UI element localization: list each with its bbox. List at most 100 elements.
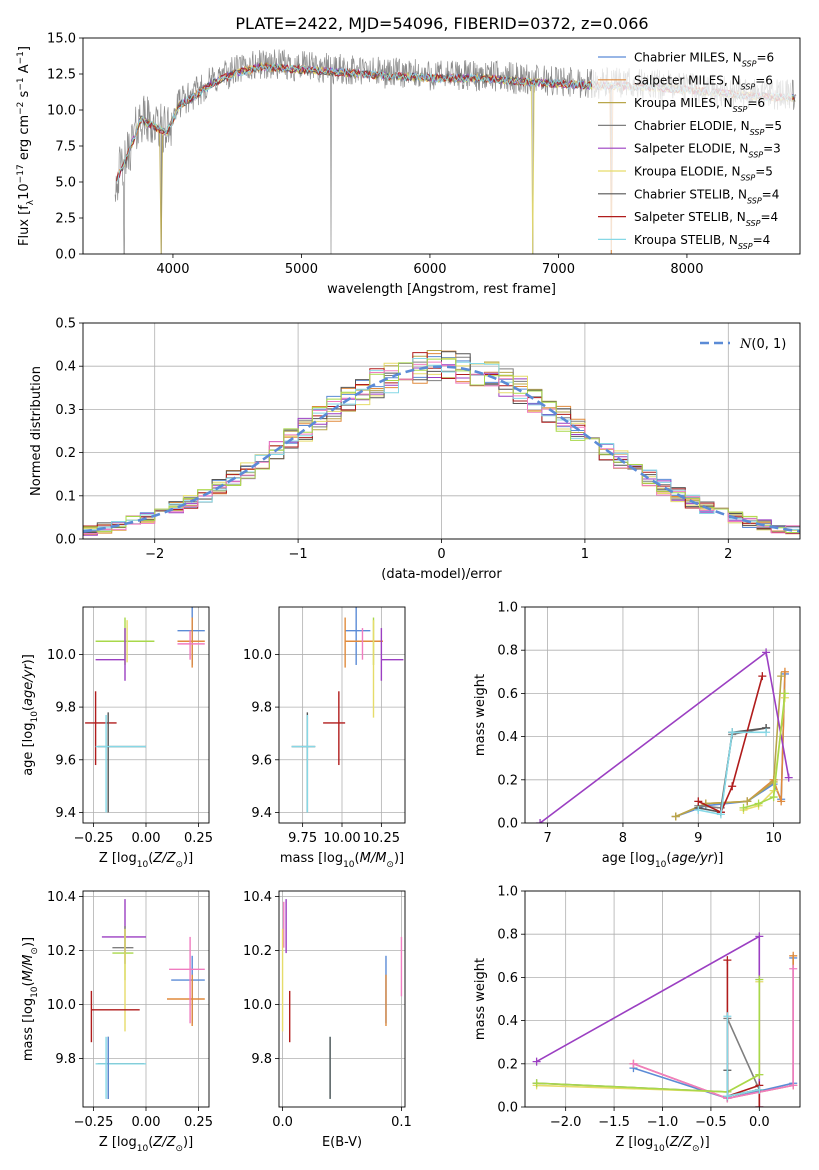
x-tick-label: 0.00: [132, 831, 161, 846]
y-tick-label: 10.2: [243, 944, 272, 959]
normal-distribution-curve: [83, 365, 800, 533]
errorbar-point: [95, 715, 146, 813]
y-tick-label: 10.4: [243, 890, 272, 905]
weight-marker: [758, 672, 767, 681]
y-tick-label: 9.8: [55, 1052, 76, 1067]
y-tick-label: 9.4: [251, 806, 272, 821]
x-tick-label: −2.0: [550, 1115, 582, 1130]
y-tick-label: 0.6: [497, 971, 518, 986]
y-tick-label: 0.0: [497, 1101, 518, 1116]
weight-series-line: [633, 968, 795, 1100]
x-tick-label: 9.75: [288, 831, 317, 846]
y-tick-label: 2.5: [55, 212, 76, 227]
weight-marker: [780, 667, 789, 676]
y-tick-label: 15.0: [47, 32, 76, 47]
y-tick-label: 10.4: [47, 890, 76, 905]
y-tick-label: 10.2: [47, 944, 76, 959]
plot-area: [90, 899, 205, 1099]
y-tick-label: 0.2: [497, 1057, 518, 1072]
y-tick-label: 0.2: [497, 773, 518, 788]
weight-marker: [762, 728, 771, 737]
x-tick-label: 2: [724, 547, 732, 562]
x-tick-label: 0.1: [391, 1115, 412, 1130]
y-tick-label: 10.0: [47, 648, 76, 663]
y-tick-label: 10.0: [47, 104, 76, 119]
weight-marker: [739, 803, 748, 812]
y-tick-label: 0.0: [497, 817, 518, 832]
x-axis-label: Z [log10(Z/Z⊙)]: [615, 1135, 709, 1154]
y-tick-label: 10.0: [243, 998, 272, 1013]
x-tick-label: 10.00: [323, 831, 360, 846]
weight-marker: [532, 1057, 541, 1066]
x-tick-label: 7: [543, 831, 551, 846]
x-tick-label: 9: [694, 831, 702, 846]
legend-entry-label: Kroupa MILES, NSSP=6: [634, 96, 765, 114]
y-axis-label: mass weight: [473, 958, 488, 1040]
weight-marker: [777, 672, 786, 681]
residual-histogram-chabrier-elodie: [83, 356, 800, 537]
errorbar-point: [323, 691, 346, 766]
x-tick-label: 4000: [156, 262, 189, 277]
weight-marker: [728, 728, 737, 737]
x-tick-label: 0.25: [184, 1115, 213, 1130]
weight-marker: [532, 1079, 541, 1088]
errorbar-point: [95, 628, 126, 681]
weight-marker: [789, 951, 798, 960]
weight-marker: [755, 1085, 764, 1094]
x-tick-label: −0.25: [74, 1115, 114, 1130]
x-tick-label: −1.0: [647, 1115, 679, 1130]
y-tick-label: 0.3: [55, 403, 76, 418]
mass-vs-z-panel: −0.25 0.00 0.25 9.8 10.0 10.2 10.4 Z [log10(Z/Z…: [21, 890, 213, 1154]
y-axis-label: mass [log10(M/M⊙)]: [21, 937, 40, 1061]
residuals-legend: N(0, 1): [700, 337, 786, 352]
y-tick-label: 1.0: [497, 885, 518, 900]
weight-marker: [780, 689, 789, 698]
y-tick-label: 9.4: [55, 806, 76, 821]
x-tick-label: 8000: [670, 262, 703, 277]
x-tick-label: 7000: [542, 262, 575, 277]
mass-vs-ebv-panel: 0.0 0.1 9.8 10.0 10.2 10.4 E(B-V): [243, 890, 412, 1150]
errorbar-point: [380, 628, 404, 681]
errorbar-point: [177, 630, 205, 660]
weight-marker: [723, 1092, 732, 1101]
residuals-panel: N(0, 1) −2 −1 0 1 2 0.0 0.1 0.2 0.3 0.4 0.5 (data-mo…: [29, 317, 801, 582]
weight-marker: [728, 782, 737, 791]
errorbar-point: [344, 617, 383, 668]
weight-marker: [536, 819, 545, 823]
y-tick-label: 0.8: [497, 644, 518, 659]
weight-series-line: [698, 731, 767, 816]
y-tick-label: 0.4: [497, 1014, 518, 1029]
plot-area: [83, 350, 800, 537]
weight-marker: [743, 797, 752, 806]
y-axis-label: Flux [fλ10−17 erg cm−2 s−1 A−1]: [16, 46, 36, 246]
weight-marker: [723, 1012, 732, 1021]
y-tick-label: 9.6: [251, 753, 272, 768]
legend-entry-label: Salpeter STELIB, NSSP=4: [634, 210, 778, 228]
errorbar-point: [291, 715, 316, 813]
y-tick-label: 12.5: [47, 68, 76, 83]
x-tick-label: 5000: [285, 262, 318, 277]
legend-entry-label: N(0, 1): [739, 337, 786, 352]
spectrum-panel: Chabrier MILES, NSSP=6 Salpeter MILES, NS…: [16, 32, 801, 297]
plot-area: [85, 607, 205, 813]
legend-entry-label: Chabrier STELIB, NSSP=4: [634, 187, 779, 205]
legend-entry-label: Chabrier MILES, NSSP=6: [634, 51, 774, 69]
mass-weight-vs-age-panel: 7 8 9 10 0.0 0.2 0.4 0.6 0.8 1.0 age [log10(age/yr…: [473, 601, 801, 870]
weight-marker: [769, 793, 778, 802]
x-axis-label: wavelength [Angstrom, rest frame]: [327, 282, 556, 297]
y-tick-label: 9.6: [55, 753, 76, 768]
y-tick-label: 0.8: [497, 928, 518, 943]
weight-marker: [784, 773, 793, 782]
x-axis-label: mass [log10(M/M⊙)]: [280, 851, 404, 870]
y-tick-label: 0.1: [55, 489, 76, 504]
legend-entry-label: Salpeter MILES, NSSP=6: [634, 73, 773, 91]
weight-marker: [629, 1059, 638, 1068]
weight-series-line: [536, 979, 761, 1093]
weight-series-line: [743, 693, 786, 809]
weight-series-line: [697, 675, 764, 814]
x-tick-label: 0.00: [132, 1115, 161, 1130]
y-tick-label: 9.8: [251, 1052, 272, 1067]
x-tick-label: −2: [145, 547, 164, 562]
axes-frame: [524, 606, 801, 824]
